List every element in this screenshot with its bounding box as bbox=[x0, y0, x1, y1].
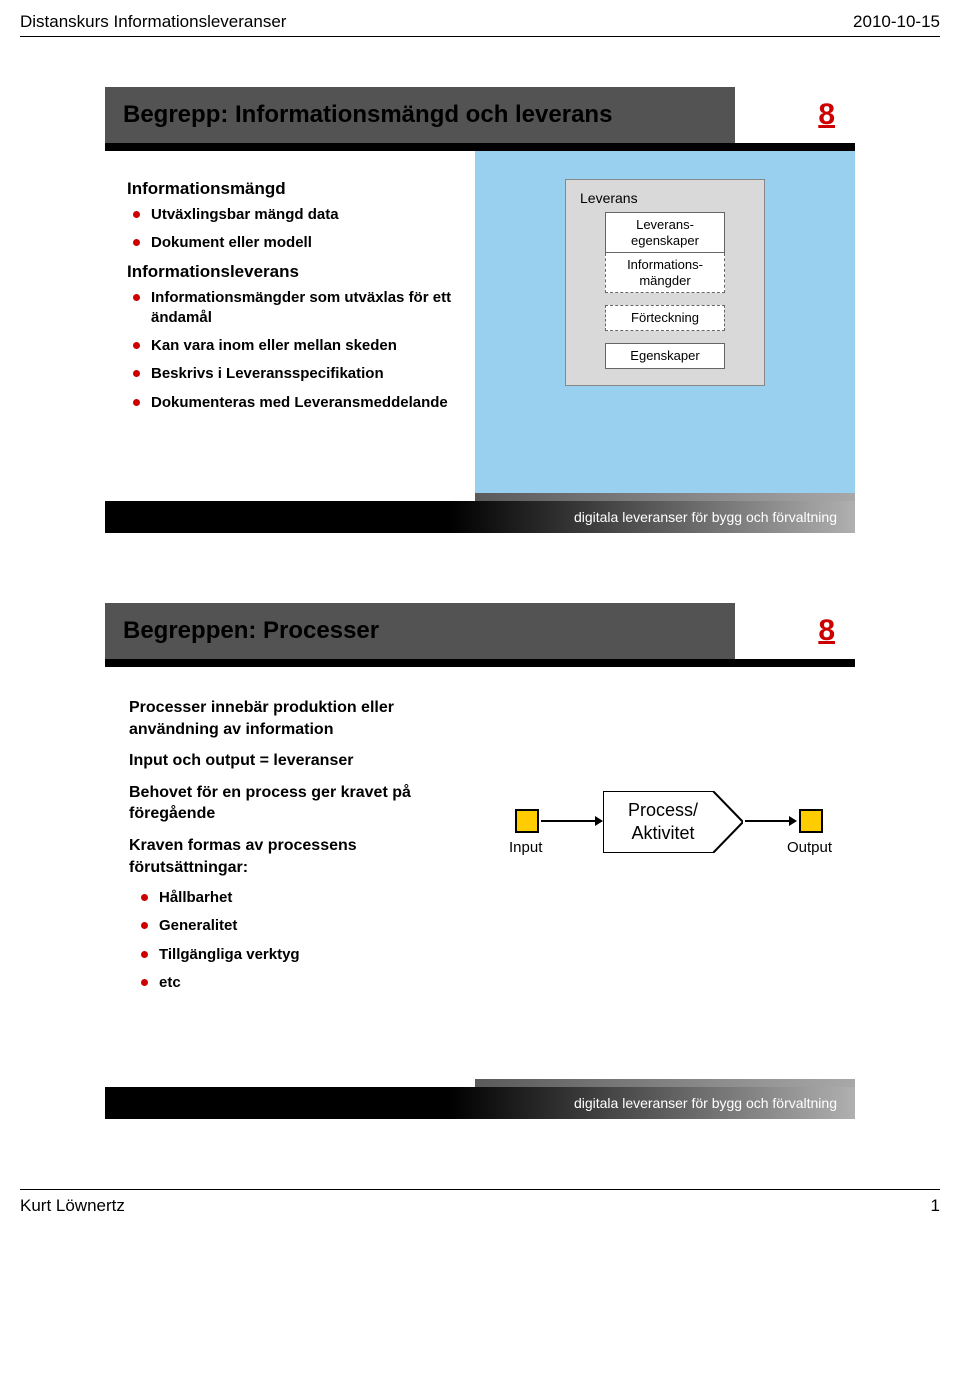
list-item: Dokument eller modell bbox=[133, 233, 455, 253]
arrow-line bbox=[745, 820, 789, 822]
arrow-head-icon bbox=[595, 816, 603, 826]
slide1-sec1-list: Utväxlingsbar mängd data Dokument eller … bbox=[133, 205, 455, 254]
badge-8-icon: 8 bbox=[818, 614, 835, 648]
inner-leverans-egenskaper: Leverans-egenskaper bbox=[605, 212, 725, 253]
slide1-titlebar: Begrepp: Informationsmängd och leverans … bbox=[105, 87, 855, 143]
slide1-body: Informationsmängd Utväxlingsbar mängd da… bbox=[105, 151, 855, 501]
process-label: Process/ Aktivitet bbox=[603, 799, 723, 844]
slide1-sec2-title: Informationsleverans bbox=[127, 262, 455, 282]
slide-2: Begreppen: Processer 8 Processer innebär… bbox=[105, 603, 855, 1119]
arrow-head-icon bbox=[789, 816, 797, 826]
slide1-footer-text: digitala leveranser för bygg och förvalt… bbox=[574, 509, 837, 525]
header-right: 2010-10-15 bbox=[853, 12, 940, 32]
page-header: Distanskurs Informationsleveranser 2010-… bbox=[0, 0, 960, 36]
process-panel: Input Process/ Aktivitet bbox=[475, 667, 855, 1087]
footer-step bbox=[475, 1079, 855, 1087]
slide2-left: Processer innebär produktion eller använ… bbox=[105, 667, 475, 1087]
slide1-title: Begrepp: Informationsmängd och leverans bbox=[105, 87, 735, 143]
inner-informationsmangder: Informations-mängder bbox=[605, 253, 725, 293]
slide1-underbar bbox=[105, 143, 855, 151]
leverans-box-title: Leverans bbox=[580, 190, 750, 206]
input-box-icon bbox=[515, 809, 539, 833]
page-footer: Kurt Löwnertz 1 bbox=[0, 1190, 960, 1230]
inner-egenskaper: Egenskaper bbox=[605, 343, 725, 369]
list-item: Generalitet bbox=[141, 916, 455, 936]
slide2-title: Begreppen: Processer bbox=[105, 603, 735, 659]
inner-forteckning: Förteckning bbox=[605, 305, 725, 331]
header-left: Distanskurs Informationsleveranser bbox=[20, 12, 286, 32]
process-diagram: Input Process/ Aktivitet bbox=[475, 787, 855, 907]
slide2-footer: digitala leveranser för bygg och förvalt… bbox=[105, 1087, 855, 1119]
slide1-footer: digitala leveranser för bygg och förvalt… bbox=[105, 501, 855, 533]
slide1-left: Informationsmängd Utväxlingsbar mängd da… bbox=[105, 151, 475, 501]
list-item: etc bbox=[141, 973, 455, 993]
arrow-line bbox=[541, 820, 595, 822]
slide2-underbar bbox=[105, 659, 855, 667]
footer-step bbox=[475, 493, 855, 501]
slide-1: Begrepp: Informationsmängd och leverans … bbox=[105, 87, 855, 533]
list-item: Kan vara inom eller mellan skeden bbox=[133, 336, 455, 356]
list-item: Informationsmängder som utväxlas för ett… bbox=[133, 288, 455, 329]
slide2-titlebar: Begreppen: Processer 8 bbox=[105, 603, 855, 659]
slide1-sec2-list: Informationsmängder som utväxlas för ett… bbox=[133, 288, 455, 413]
slide2-footer-text: digitala leveranser för bygg och förvalt… bbox=[574, 1095, 837, 1111]
slide1-sec1-title: Informationsmängd bbox=[127, 179, 455, 199]
list-item: Hållbarhet bbox=[141, 888, 455, 908]
list-item: Tillgängliga verktyg bbox=[141, 945, 455, 965]
slide2-para: Input och output = leveranser bbox=[129, 750, 455, 772]
output-label: Output bbox=[787, 839, 832, 856]
slide2-para: Kraven formas av processens förutsättnin… bbox=[129, 835, 455, 878]
slide2-sublist: Hållbarhet Generalitet Tillgängliga verk… bbox=[141, 888, 455, 993]
footer-left: Kurt Löwnertz bbox=[20, 1196, 125, 1216]
slide2-para: Processer innebär produktion eller använ… bbox=[129, 697, 455, 740]
slide2-badge-area: 8 bbox=[735, 603, 855, 659]
footer-right: 1 bbox=[931, 1196, 940, 1216]
list-item: Beskrivs i Leveransspecifikation bbox=[133, 364, 455, 384]
slide1-right: Leverans Leverans-egenskaper Information… bbox=[475, 151, 855, 501]
badge-8-icon: 8 bbox=[818, 98, 835, 132]
output-box-icon bbox=[799, 809, 823, 833]
header-rule bbox=[20, 36, 940, 37]
slide2-right: Input Process/ Aktivitet bbox=[475, 667, 855, 1087]
process-box: Process/ Aktivitet bbox=[603, 791, 743, 853]
list-item: Utväxlingsbar mängd data bbox=[133, 205, 455, 225]
slide2-body: Processer innebär produktion eller använ… bbox=[105, 667, 855, 1087]
leverans-box: Leverans Leverans-egenskaper Information… bbox=[565, 179, 765, 386]
slide2-para: Behovet för en process ger kravet på för… bbox=[129, 782, 455, 825]
input-label: Input bbox=[509, 839, 542, 856]
list-item: Dokumenteras med Leveransmeddelande bbox=[133, 393, 455, 413]
leverans-panel: Leverans Leverans-egenskaper Information… bbox=[475, 151, 855, 501]
slide1-badge-area: 8 bbox=[735, 87, 855, 143]
